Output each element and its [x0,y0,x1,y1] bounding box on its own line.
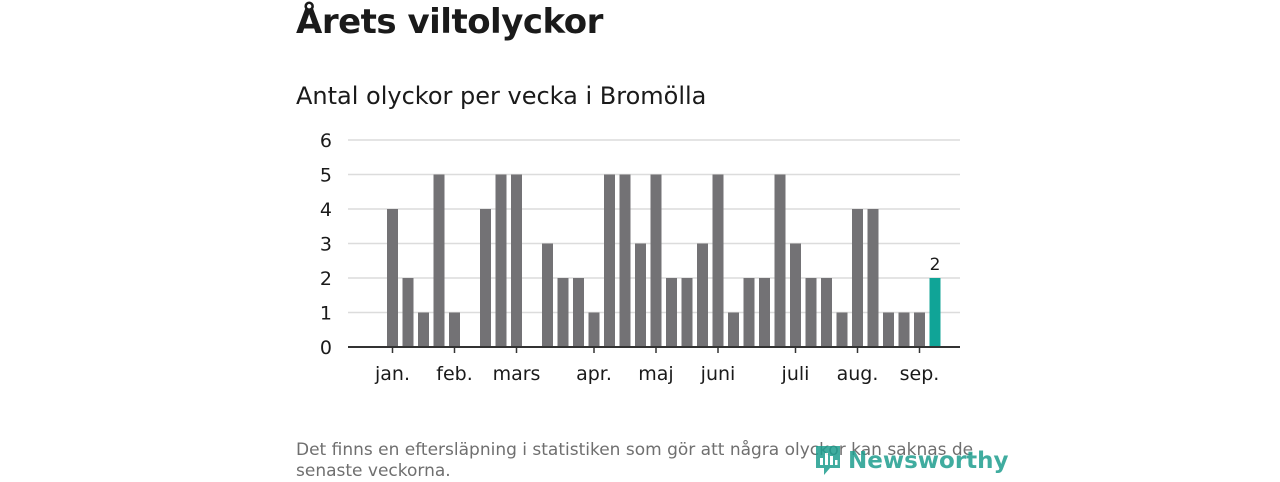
bar [821,278,832,347]
bar [836,312,848,347]
bar [635,243,646,347]
newsworthy-logo-text: Newsworthy [848,448,1009,474]
bar [495,174,507,347]
page-title: Årets viltolyckor [296,2,603,42]
data-label: 2 [930,255,941,275]
x-tick-label: mars [493,363,541,385]
bar [743,278,755,347]
bar [898,312,910,347]
y-tick-label: 4 [320,199,332,221]
bar [480,209,491,347]
bar [666,278,677,347]
bar [728,312,739,347]
bar [511,174,522,347]
bar [681,278,693,347]
bar [449,312,460,347]
y-tick-label: 3 [320,234,332,256]
bar [712,174,724,347]
bar [790,243,801,347]
x-tick-label: feb. [436,363,472,385]
bar [418,312,429,347]
chart-title: Antal olyckor per vecka i Bromölla [296,82,707,110]
bar-chart: 0 1 2 3 4 5 6 2 jan. feb. mars apr. maj juni juli aug. s… [320,130,960,385]
bar [697,243,708,347]
x-tick-label: aug. [837,363,879,385]
bar [759,278,770,347]
x-tick-label: sep. [900,363,940,385]
bar [588,312,600,347]
newsworthy-logo-icon [816,446,840,475]
bar [867,209,879,347]
x-tick-label: juli [781,363,810,385]
bar [387,209,398,347]
y-tick-label: 2 [320,268,332,290]
y-tick-label: 0 [320,337,332,359]
x-tick-label: apr. [576,363,612,385]
bar [883,312,894,347]
bar [402,278,414,347]
x-tick-label: jan. [374,363,410,385]
x-tick-label: maj [638,363,673,385]
bar [914,312,925,347]
y-tick-label: 1 [320,303,332,325]
bar [805,278,817,347]
bar [557,278,569,347]
bar [604,174,615,347]
x-tick-label: juni [700,363,736,385]
bar-highlight [929,278,941,347]
bar [774,174,786,347]
bar [573,278,584,347]
footnote: Det finns en eftersläpning i statistiken… [296,440,974,481]
bar [542,243,553,347]
bar [650,174,662,347]
y-tick-label: 5 [320,165,332,187]
newsworthy-logo: Newsworthy [814,444,1009,478]
bar [619,174,631,347]
bar [433,174,445,347]
y-tick-label: 6 [320,130,332,152]
bar [852,209,863,347]
